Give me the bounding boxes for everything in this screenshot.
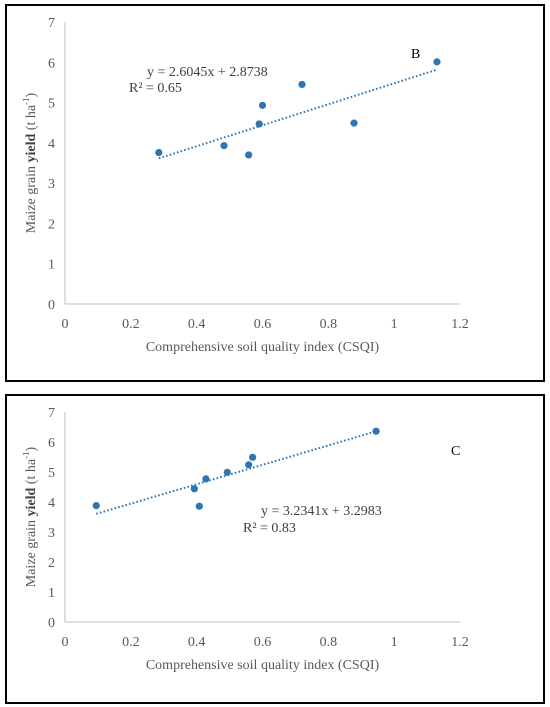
data-point xyxy=(220,142,228,150)
x-tick-label: 0.2 xyxy=(122,317,140,332)
data-point xyxy=(155,148,163,157)
data-point xyxy=(190,485,198,493)
y-tick-label: 0 xyxy=(48,616,55,631)
y-axis-title-prefix: Maize grain xyxy=(24,516,39,587)
x-axis-title: Comprehensive soil quality index (CSQI) xyxy=(146,340,380,355)
y-tick-label: 4 xyxy=(48,137,55,152)
y-tick-label: 6 xyxy=(48,56,55,71)
x-tick-label: 0.4 xyxy=(188,317,206,332)
data-point xyxy=(298,80,306,89)
data-point xyxy=(245,461,253,469)
data-point xyxy=(372,427,380,435)
y-tick-label: 0 xyxy=(48,298,55,313)
y-tick-label: 1 xyxy=(48,586,55,601)
y-axis-title-close: ) xyxy=(24,92,39,97)
panel-label: C xyxy=(451,444,460,459)
r-squared-label: R² = 0.65 xyxy=(129,81,182,96)
x-tick-label: 1.2 xyxy=(451,317,469,332)
data-point xyxy=(195,502,203,510)
y-axis-title-bold: yield xyxy=(24,133,39,162)
y-tick-label: 6 xyxy=(48,436,55,451)
y-axis-title: Maize grain yield (t ha-1) xyxy=(21,446,39,587)
data-point xyxy=(433,58,441,66)
y-tick-label: 3 xyxy=(48,177,55,192)
y-axis-title-unit: (t ha xyxy=(24,458,39,488)
panel-label: B xyxy=(411,47,420,62)
x-tick-label: 1 xyxy=(391,635,398,650)
trendline-equation: y = 3.2341x + 3.2983 xyxy=(261,504,382,519)
x-tick-label: 1 xyxy=(391,317,398,332)
y-axis-title-superscript: -1 xyxy=(21,451,31,459)
x-tick-label: 0.6 xyxy=(254,635,272,650)
y-axis-title-close: ) xyxy=(24,446,39,451)
scatter-chart-b: 0 1 2 3 4 5 6 7 0 0.2 0.4 0.6 0.8 1 1.2 Comprehensive s… xyxy=(21,16,469,355)
data-point xyxy=(249,453,257,461)
y-tick-label: 3 xyxy=(48,526,55,541)
y-tick-label: 5 xyxy=(48,97,55,112)
data-point xyxy=(202,475,210,483)
chart-panel-b: 0 1 2 3 4 5 6 7 0 0.2 0.4 0.6 0.8 1 1.2 Comprehensive s… xyxy=(5,4,545,382)
data-point xyxy=(350,119,358,127)
y-tick-label: 7 xyxy=(48,406,55,421)
y-axis-title-superscript: -1 xyxy=(21,97,31,105)
y-tick-label: 2 xyxy=(48,217,55,232)
data-point xyxy=(223,468,231,476)
y-axis-title-unit: (t ha xyxy=(24,104,39,134)
x-tick-label: 0.8 xyxy=(320,635,338,650)
chart-panel-c: 0 1 2 3 4 5 6 7 0 0.2 0.4 0.6 0.8 1 1.2 Comprehensive s… xyxy=(5,394,545,704)
y-axis-title: Maize grain yield (t ha-1) xyxy=(21,92,39,233)
y-tick-label: 7 xyxy=(48,16,55,31)
data-point xyxy=(92,502,100,510)
y-tick-label: 1 xyxy=(48,258,55,273)
x-axis-title: Comprehensive soil quality index (CSQI) xyxy=(146,658,380,673)
data-point xyxy=(255,120,263,128)
x-tick-label: 0 xyxy=(62,317,69,332)
trendline xyxy=(158,68,438,160)
data-point xyxy=(245,151,253,159)
x-tick-label: 0 xyxy=(62,635,69,650)
scatter-chart-c: 0 1 2 3 4 5 6 7 0 0.2 0.4 0.6 0.8 1 1.2 Comprehensive s… xyxy=(21,406,469,673)
r-squared-label: R² = 0.83 xyxy=(243,521,296,536)
x-tick-label: 1.2 xyxy=(451,635,469,650)
x-tick-label: 0.8 xyxy=(320,317,338,332)
data-point xyxy=(258,101,267,109)
trendline-equation: y = 2.6045x + 2.8738 xyxy=(147,65,268,80)
trendline xyxy=(95,430,377,515)
y-tick-label: 2 xyxy=(48,556,55,571)
y-tick-label: 4 xyxy=(48,496,55,511)
y-tick-label: 5 xyxy=(48,466,55,481)
y-axis-title-prefix: Maize grain xyxy=(24,162,39,233)
x-tick-label: 0.2 xyxy=(122,635,140,650)
x-tick-label: 0.6 xyxy=(254,317,272,332)
x-tick-label: 0.4 xyxy=(188,635,206,650)
y-axis-title-bold: yield xyxy=(24,487,39,516)
